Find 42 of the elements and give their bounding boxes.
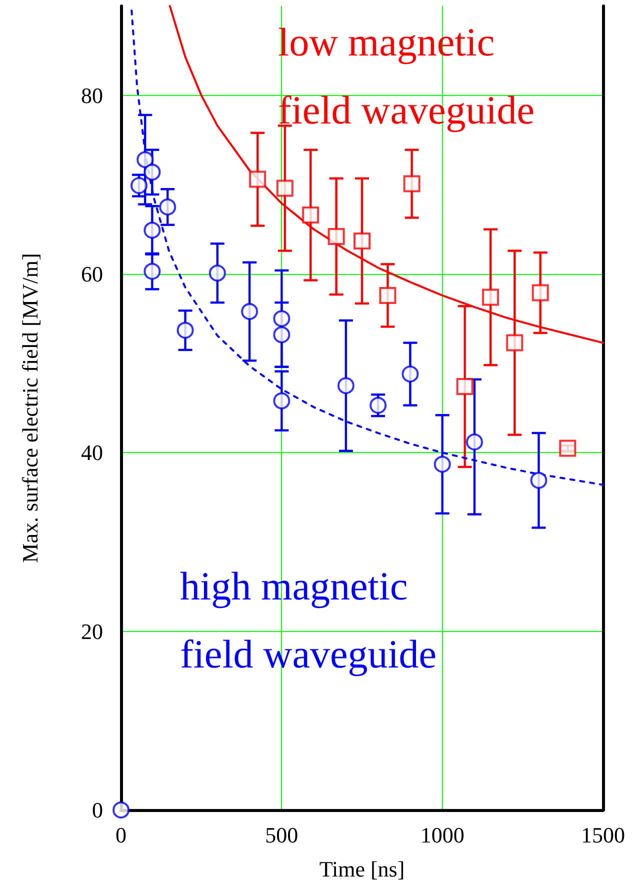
y-tick-label: 0 bbox=[92, 798, 103, 822]
point bbox=[379, 286, 396, 304]
point bbox=[136, 151, 154, 168]
point bbox=[144, 222, 161, 239]
point bbox=[176, 322, 194, 339]
y-tick-label: 40 bbox=[81, 440, 103, 466]
point bbox=[482, 288, 500, 306]
y-tick-label: 20 bbox=[81, 618, 103, 644]
x-tick-label: 0 bbox=[116, 822, 126, 848]
point bbox=[130, 177, 148, 194]
point bbox=[403, 175, 420, 192]
x-tick-label: 1500 bbox=[581, 822, 625, 848]
point bbox=[241, 303, 258, 320]
point bbox=[354, 232, 370, 250]
point bbox=[273, 392, 290, 410]
point bbox=[506, 334, 524, 352]
x-tick-label: 1000 bbox=[420, 822, 464, 848]
point bbox=[276, 180, 294, 197]
point bbox=[530, 472, 548, 489]
x-tick-label: 500 bbox=[265, 822, 298, 848]
point bbox=[144, 164, 161, 181]
point bbox=[466, 433, 483, 450]
point bbox=[273, 326, 290, 344]
point bbox=[402, 366, 419, 383]
point bbox=[456, 378, 474, 396]
point bbox=[559, 440, 576, 457]
point bbox=[159, 198, 176, 216]
y-tick-label: 60 bbox=[81, 262, 103, 286]
point bbox=[302, 206, 320, 224]
point bbox=[249, 170, 266, 188]
point bbox=[434, 456, 451, 473]
x-axis-title: Time [ns] bbox=[319, 856, 405, 882]
point bbox=[144, 262, 161, 280]
y-axis-title: Max. surface electric field [MV/m] bbox=[18, 253, 42, 563]
point bbox=[328, 228, 345, 245]
point bbox=[532, 284, 549, 302]
point bbox=[337, 377, 354, 394]
y-tick-label: 80 bbox=[81, 82, 103, 108]
point bbox=[273, 310, 290, 328]
point bbox=[208, 264, 226, 282]
point bbox=[370, 396, 387, 414]
point bbox=[112, 802, 130, 818]
